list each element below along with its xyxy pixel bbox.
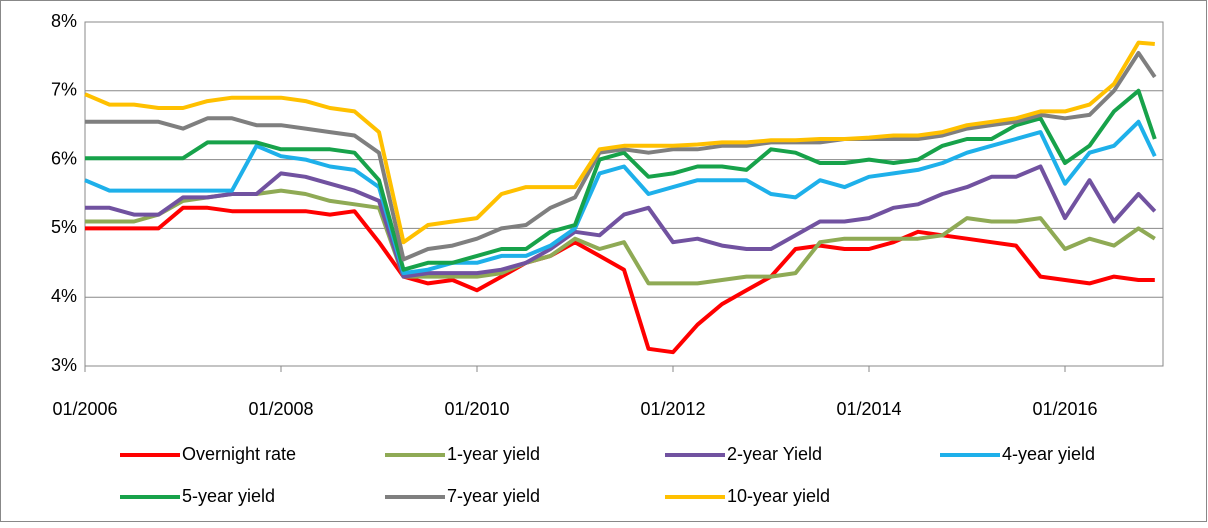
legend-label: 10-year yield: [727, 486, 830, 506]
x-tick-label: 01/2014: [836, 399, 901, 419]
legend-label: 2-year Yield: [727, 444, 822, 464]
series-line: [85, 188, 1156, 286]
series-line: [84, 40, 1155, 245]
y-tick-label: 5%: [51, 217, 77, 237]
y-tick-label: 6%: [51, 148, 77, 168]
legend-label: 7-year yield: [447, 486, 540, 506]
series-line: [85, 51, 1157, 262]
series-line: [85, 164, 1157, 279]
series-line: [85, 88, 1157, 272]
series-line: [85, 205, 1155, 355]
y-tick-label: 7%: [51, 80, 77, 100]
x-tick-label: 01/2008: [248, 399, 313, 419]
x-tick-label: 01/2010: [444, 399, 509, 419]
series-line: [84, 119, 1157, 276]
legend-label: 4-year yield: [1002, 444, 1095, 464]
legend-label: 5-year yield: [182, 486, 275, 506]
legend-label: 1-year yield: [447, 444, 540, 464]
x-tick-label: 01/2012: [640, 399, 705, 419]
legend-label: Overnight rate: [182, 444, 296, 464]
y-tick-label: 4%: [51, 286, 77, 306]
x-tick-label: 01/2006: [52, 399, 117, 419]
y-tick-label: 8%: [51, 11, 77, 31]
x-tick-label: 01/2016: [1032, 399, 1097, 419]
y-tick-label: 3%: [51, 355, 77, 375]
